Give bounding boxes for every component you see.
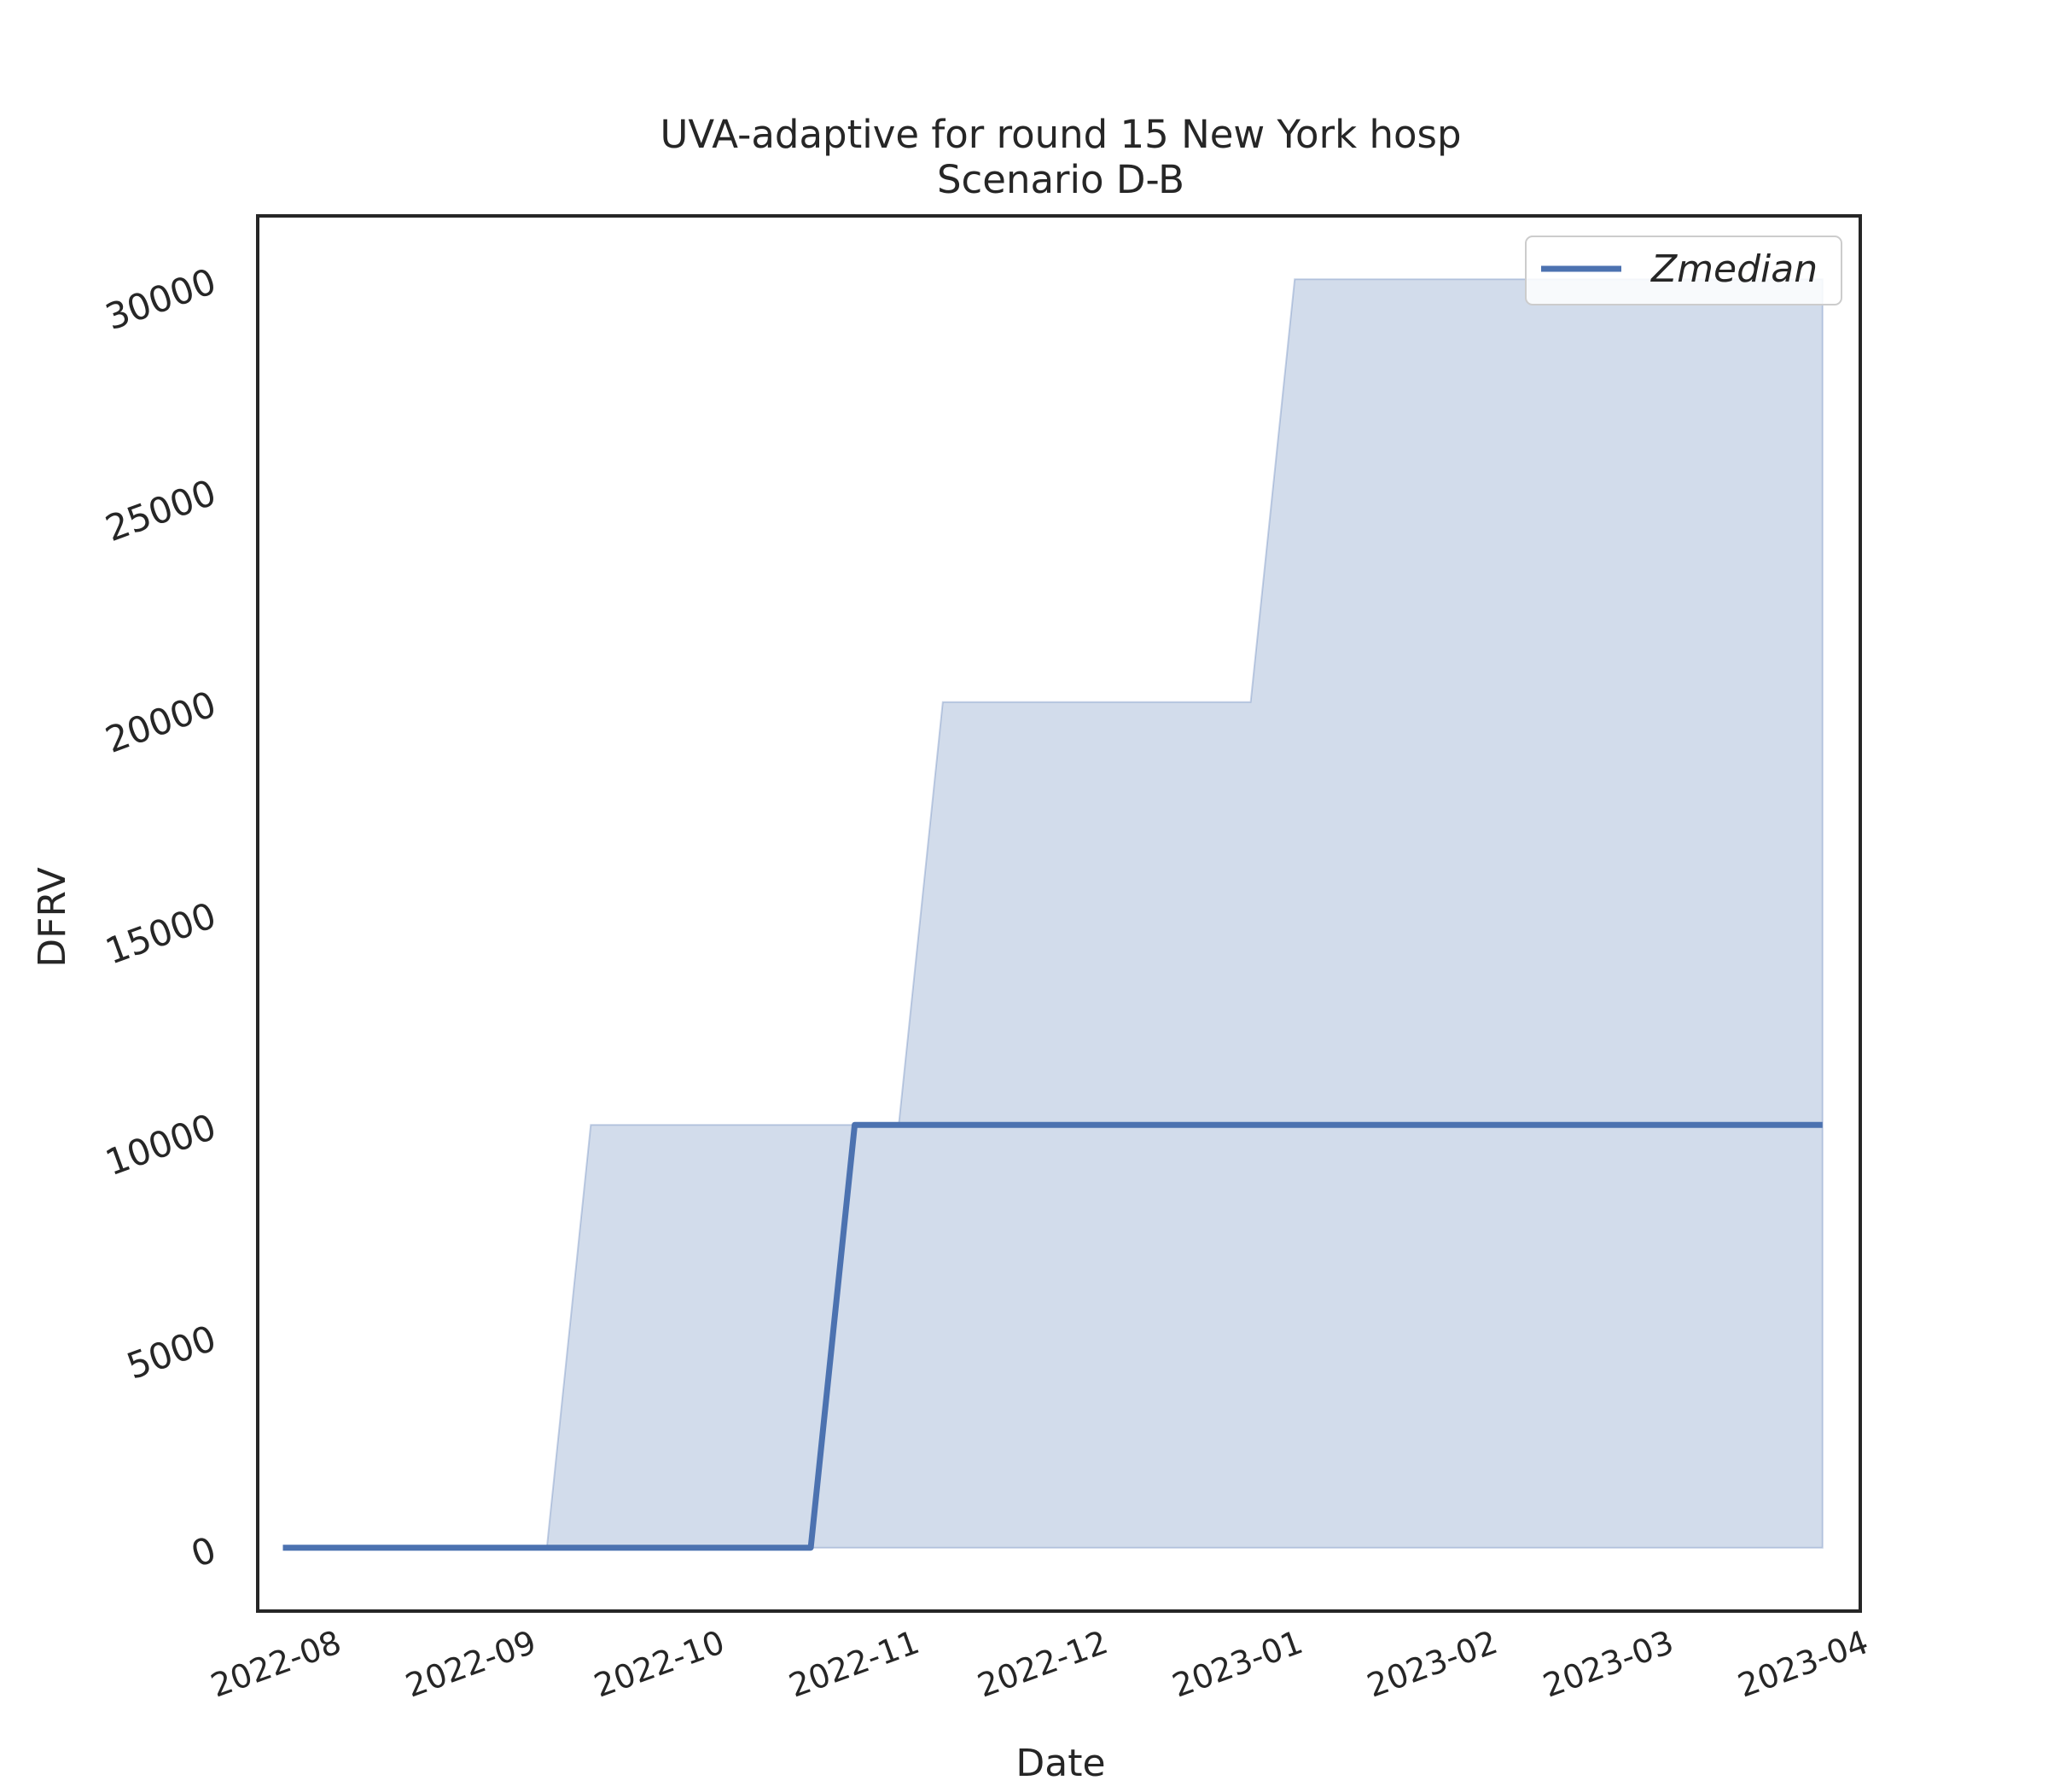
axes-frame bbox=[256, 214, 1862, 1613]
plot-area bbox=[282, 278, 1824, 1551]
zmedian-line bbox=[282, 1121, 1823, 1551]
chart-title: UVA-adaptive for round 15 New York hosp bbox=[660, 112, 1461, 157]
legend: Zmedian bbox=[1525, 236, 1842, 305]
legend-entry-zmedian: Zmedian bbox=[1650, 247, 1818, 291]
legend-box bbox=[1525, 236, 1842, 305]
x-axis-label: Date bbox=[1015, 1742, 1105, 1785]
chart-subtitle: Scenario D-B bbox=[937, 157, 1184, 202]
y-axis-label: DFRV bbox=[31, 867, 74, 967]
